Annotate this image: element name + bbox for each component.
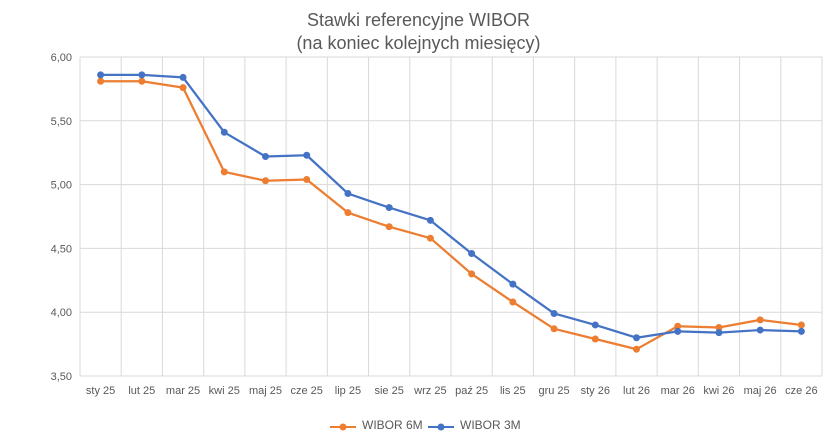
data-point-wibor-6m [550,325,558,333]
x-tick-label: mar 25 [166,385,200,397]
data-point-wibor-3m [385,204,393,212]
data-point-wibor-3m [591,321,599,329]
data-point-wibor-3m [550,309,558,317]
data-point-wibor-6m [797,321,805,329]
legend-label-wibor-6m: WIBOR 6M [362,418,423,432]
data-point-wibor-3m [426,216,434,224]
data-point-wibor-6m [97,77,105,85]
y-tick-label: 4,00 [51,307,72,319]
data-point-wibor-6m [303,175,311,183]
x-tick-label: lis 25 [500,385,526,397]
x-tick-label: sty 26 [581,385,610,397]
legend-swatch-wibor-6m [330,423,356,431]
x-tick-label: mar 26 [661,385,695,397]
series-line-wibor-3m [100,73,802,339]
data-point-wibor-3m [220,128,228,136]
data-point-wibor-6m [262,177,269,185]
data-point-wibor-6m [179,84,187,92]
data-point-wibor-6m [674,322,682,330]
x-tick-label: gru 25 [538,385,569,397]
x-tick-label: wrz 25 [413,385,446,397]
data-point-wibor-3m [303,151,311,159]
data-point-wibor-6m [426,234,434,242]
x-tick-label: maj 25 [249,385,282,397]
data-point-wibor-3m [509,280,517,288]
y-tick-label: 6,00 [51,52,72,64]
x-tick-label: lut 26 [623,385,650,397]
x-tick-label: sie 25 [374,385,403,397]
data-point-wibor-3m [797,327,805,335]
data-point-wibor-6m [633,345,640,353]
data-point-wibor-3m [633,334,640,342]
x-tick-label: lip 25 [335,385,361,397]
y-tick-label: 3,50 [51,371,72,383]
data-point-wibor-3m [715,329,723,337]
x-tick-label: sty 25 [86,385,115,397]
data-point-wibor-6m [591,335,599,343]
legend-swatch-wibor-3m [428,423,454,431]
data-point-wibor-3m [262,153,269,161]
data-point-wibor-3m [756,326,764,334]
series-line-wibor-6m [100,80,802,351]
x-tick-label: lut 25 [128,385,155,397]
data-point-wibor-6m [220,168,228,176]
legend-label-wibor-3m: WIBOR 3M [460,418,521,432]
data-point-wibor-6m [756,316,764,324]
y-tick-label: 5,50 [51,116,72,128]
legend: WIBOR 6M WIBOR 3M [0,418,837,436]
data-point-wibor-3m [344,190,352,198]
y-tick-label: 4,50 [51,243,72,255]
data-point-wibor-6m [715,324,723,332]
data-point-wibor-6m [344,209,352,217]
data-point-wibor-6m [468,270,476,278]
chart-title: Stawki referencyjne WIBOR [306,10,531,30]
x-tick-label: kwi 25 [209,385,240,397]
x-tick-label: kwi 26 [703,385,734,397]
data-point-wibor-3m [674,327,682,335]
data-point-wibor-3m [468,250,476,258]
data-point-wibor-6m [138,77,146,85]
data-point-wibor-6m [509,298,517,306]
x-tick-label: maj 26 [744,385,777,397]
data-point-wibor-3m [179,73,187,81]
x-tick-label: cze 26 [785,385,817,397]
chart-subtitle: (na koniec kolejnych miesięcy) [296,33,541,53]
x-tick-label: paź 25 [455,385,488,397]
data-point-wibor-6m [385,223,393,231]
data-point-wibor-3m [138,71,146,79]
data-point-wibor-3m [97,71,105,79]
y-tick-label: 5,00 [51,180,72,192]
x-tick-label: cze 25 [291,385,323,397]
